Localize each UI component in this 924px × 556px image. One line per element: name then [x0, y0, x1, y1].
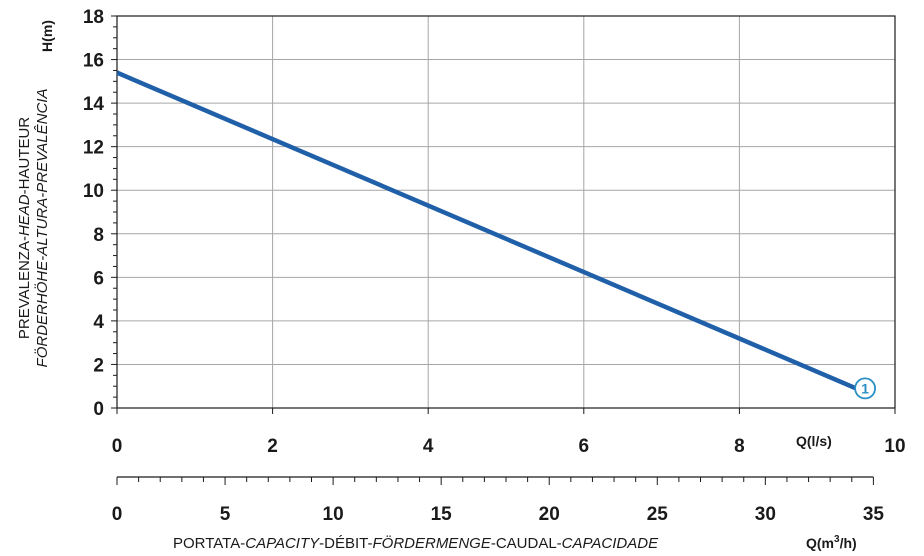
y-tick-label-12: 12	[83, 138, 104, 159]
series-label-1: 1	[861, 380, 869, 396]
x-tick-label-10: 10	[884, 436, 905, 457]
x2-tick-label-35: 35	[863, 504, 885, 525]
plot-frame	[116, 15, 896, 409]
x2-tick-label-25: 25	[647, 504, 669, 525]
x-axis-title: PORTATA-CAPACITY-DÉBIT-FÖRDERMENGE-CAUDA…	[173, 534, 659, 552]
y-axis-unit: H(m)	[39, 20, 55, 52]
x2-tick-label-20: 20	[539, 504, 560, 525]
y-tick-label-2: 2	[93, 355, 104, 376]
y-tick-labels: 0 2 4 6 8 10 12 14 16 18	[83, 7, 105, 420]
x-tick-label-6: 6	[579, 436, 590, 457]
x-tick-labels: 0 2 4 6 8 10	[112, 408, 906, 457]
series-marker-1	[854, 377, 876, 400]
x-tick-label-4: 4	[423, 436, 434, 457]
x-axis-primary-unit: Q(l/s)	[796, 433, 832, 449]
y-axis-title: PREVALENZA-HEAD-HAUTEUR FÖRDERHÖHE-ALTUR…	[16, 89, 51, 368]
y-tick-label-6: 6	[93, 268, 104, 289]
y-axis-title-line2: FÖRDERHÖHE-ALTURA-PREVALÊNCIA	[33, 89, 51, 368]
x-tick-label-0: 0	[112, 436, 123, 457]
y-tick-label-18: 18	[83, 7, 104, 28]
x-axis-secondary-unit: Q(m3/h)	[806, 534, 857, 551]
y-minor-ticks	[111, 15, 117, 409]
y-tick-label-0: 0	[93, 399, 104, 420]
y-tick-label-16: 16	[83, 51, 104, 72]
x-tick-label-2: 2	[267, 436, 278, 457]
y-axis-unit-group: H(m)	[39, 20, 55, 52]
grid	[117, 16, 895, 408]
y-tick-label-10: 10	[83, 181, 104, 202]
y-tick-label-8: 8	[93, 225, 104, 246]
series-line-1	[116, 70, 857, 391]
x2-tick-label-15: 15	[431, 504, 453, 525]
x2-tick-label-5: 5	[220, 504, 231, 525]
x2-tick-label-30: 30	[755, 504, 776, 525]
secondary-x-axis: 0 5 10 15 20 25 30 35	[112, 476, 885, 525]
y-axis-title-line1: PREVALENZA-HEAD-HAUTEUR	[16, 117, 33, 339]
x-tick-label-8: 8	[734, 436, 745, 457]
y-tick-label-14: 14	[83, 94, 105, 115]
y-tick-label-4: 4	[93, 312, 104, 333]
x2-tick-label-10: 10	[323, 504, 344, 525]
x2-tick-label-0: 0	[112, 504, 123, 525]
series-group: 1	[116, 70, 876, 400]
